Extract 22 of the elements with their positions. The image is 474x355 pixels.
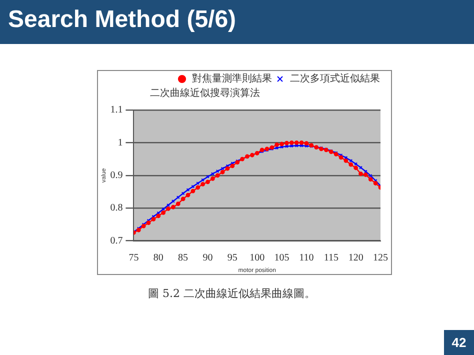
y-tick-label: 1 (118, 137, 123, 148)
x-tick-label: 115 (324, 252, 338, 264)
y-tick-label: 0.7 (110, 235, 123, 246)
legend-label: 二次多項式近似結果 (290, 72, 380, 85)
legend-label: 對焦量測準則結果 (192, 72, 272, 85)
y-tick-label: 0.8 (110, 202, 123, 214)
chart-title: 二次曲線近似搜尋演算法 (150, 86, 260, 100)
x-tick-label: 105 (274, 252, 290, 264)
x-tick-label: 85 (178, 252, 188, 264)
x-tick-label: 90 (202, 252, 213, 264)
x-tick-label: 100 (250, 252, 265, 264)
text: Search Method (5/6) (8, 6, 236, 34)
y-tick-label: 0.9 (110, 170, 123, 182)
x-tick-label: 125 (373, 252, 388, 264)
caption: 圖 5.2 二次曲線近似結果曲線圖。 (148, 286, 316, 301)
text: 42 (444, 330, 474, 355)
x-tick-label: 95 (227, 252, 238, 264)
x-tick-label: 120 (348, 252, 364, 264)
x-tick-label: 75 (128, 252, 139, 264)
x-tick-label: 80 (153, 252, 164, 264)
x-tick-label: 110 (299, 252, 314, 264)
y-tick-label: 1.1 (110, 104, 123, 116)
